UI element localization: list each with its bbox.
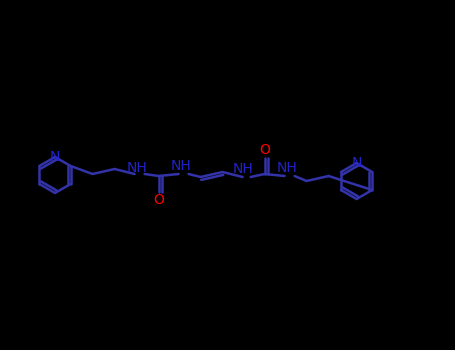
Text: N: N bbox=[50, 150, 60, 164]
Text: NH: NH bbox=[126, 161, 147, 175]
Text: NH: NH bbox=[276, 161, 297, 175]
Text: N: N bbox=[351, 156, 362, 170]
Text: O: O bbox=[153, 193, 164, 207]
Text: NH: NH bbox=[170, 159, 191, 173]
Text: O: O bbox=[259, 143, 270, 157]
Text: NH: NH bbox=[232, 162, 253, 176]
